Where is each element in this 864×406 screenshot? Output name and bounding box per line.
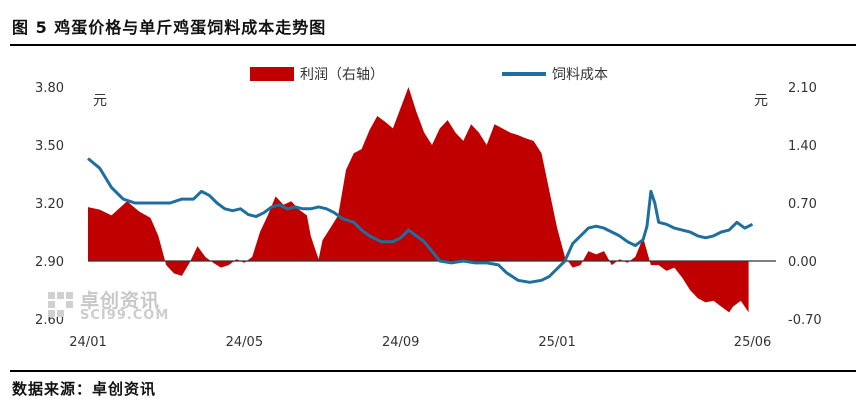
chart-svg: 利润（右轴） 饲料成本 3.80 3.50 3.20 2.90 2.60 2.10 1.4… (35, 67, 822, 350)
x-axis-ticks: 24/01 24/05 24/09 25/01 25/06 (69, 335, 771, 350)
left-tick-label: 3.50 (35, 139, 64, 154)
legend: 利润（右轴） 饲料成本 (250, 67, 608, 83)
x-tick-label: 25/01 (538, 335, 575, 350)
right-tick-label: -0.70 (788, 313, 822, 328)
watermark-en: SCI99.COM (80, 308, 170, 323)
left-axis-ticks: 3.80 3.50 3.20 2.90 2.60 (35, 81, 64, 328)
x-tick-label: 24/01 (69, 335, 106, 350)
data-source: 数据来源：卓创资讯 (12, 380, 157, 398)
left-axis-unit: 元 (93, 93, 107, 109)
right-axis-ticks: 2.10 1.40 0.70 0.00 -0.70 (788, 81, 822, 328)
chart-footer: 数据来源：卓创资讯 (0, 370, 864, 406)
profit-area (88, 87, 749, 313)
right-tick-label: 0.70 (788, 197, 817, 212)
right-tick-label: 2.10 (788, 81, 817, 96)
left-tick-label: 2.90 (35, 255, 64, 270)
plot-area (87, 87, 776, 313)
right-tick-label: 0.00 (788, 255, 817, 270)
header-rule (10, 44, 856, 46)
footer-rule (10, 370, 856, 372)
right-tick-label: 1.40 (788, 139, 817, 154)
watermark-cn: 卓创资讯 (80, 290, 161, 312)
legend-label-profit: 利润（右轴） (300, 67, 384, 83)
right-axis-unit: 元 (754, 93, 768, 109)
watermark-logo-icon (48, 292, 73, 317)
left-tick-label: 3.80 (35, 81, 64, 96)
chart-title: 图 5 鸡蛋价格与单斤鸡蛋饲料成本走势图 (12, 18, 327, 37)
x-tick-label: 24/05 (226, 335, 263, 350)
left-tick-label: 2.60 (35, 313, 64, 328)
legend-label-feed: 饲料成本 (552, 67, 608, 83)
chart-header: 图 5 鸡蛋价格与单斤鸡蛋饲料成本走势图 (0, 0, 864, 46)
legend-swatch-profit (250, 67, 294, 81)
feed-cost-line (87, 157, 754, 284)
x-tick-label: 24/09 (382, 335, 419, 350)
x-tick-label: 25/06 (734, 335, 771, 350)
left-tick-label: 3.20 (35, 197, 64, 212)
